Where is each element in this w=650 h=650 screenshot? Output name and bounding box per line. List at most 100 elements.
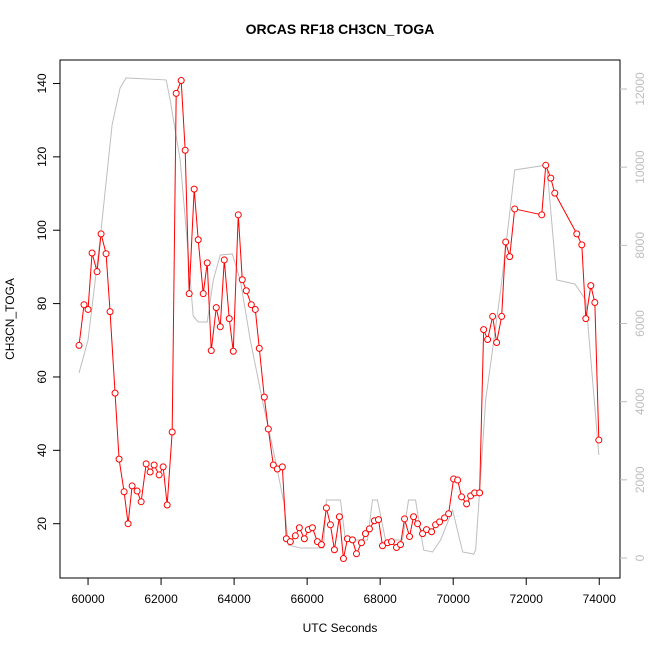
data-point — [578, 241, 586, 249]
data-point — [185, 290, 193, 298]
data-point — [264, 425, 272, 433]
x-tick-label: 70000 — [437, 592, 471, 606]
data-point — [484, 336, 492, 344]
data-point — [295, 524, 303, 532]
data-point — [414, 520, 422, 528]
data-point — [454, 476, 462, 484]
data-point — [133, 487, 141, 495]
data-point — [436, 518, 444, 526]
data-point — [260, 393, 268, 401]
data-point — [238, 276, 246, 284]
data-point — [308, 524, 316, 532]
data-point — [397, 541, 405, 549]
y-tick-label: 20 — [35, 517, 49, 531]
x-tick-label: 66000 — [290, 592, 324, 606]
data-point — [480, 326, 488, 334]
data-point — [493, 338, 501, 346]
data-point — [573, 230, 581, 238]
data-point — [300, 535, 308, 543]
data-point — [93, 268, 101, 276]
data-point — [374, 516, 382, 524]
data-point — [106, 308, 114, 316]
data-point — [278, 463, 286, 471]
data-point — [225, 315, 233, 323]
chart-title: ORCAS RF18 CH3CN_TOGA — [246, 21, 435, 37]
data-point — [489, 312, 497, 320]
y2-tick-label: 2000 — [633, 466, 647, 493]
data-point — [506, 253, 514, 261]
data-point — [88, 249, 96, 257]
data-point — [502, 238, 510, 246]
data-point — [410, 513, 418, 521]
data-point — [379, 542, 387, 550]
data-point — [137, 498, 145, 506]
y2-tick-label: 6000 — [633, 310, 647, 337]
x-tick-label: 74000 — [583, 592, 617, 606]
data-point — [251, 305, 259, 313]
data-point — [190, 185, 198, 193]
data-point — [255, 344, 263, 352]
y2-tick-label: 12000 — [633, 72, 647, 106]
data-point — [194, 236, 202, 244]
data-point — [128, 482, 136, 490]
x-axis-label: UTC Seconds — [303, 621, 378, 635]
data-point — [326, 521, 334, 529]
data-point — [542, 161, 550, 169]
data-point — [207, 347, 215, 355]
data-point — [330, 546, 338, 554]
data-point — [291, 532, 299, 540]
data-point — [216, 323, 224, 331]
data-point — [234, 211, 242, 219]
data-point — [229, 347, 237, 355]
data-point — [511, 205, 519, 213]
data-point — [587, 282, 595, 290]
data-point — [203, 259, 211, 267]
data-point — [335, 513, 343, 521]
y2-tick-label: 10000 — [633, 150, 647, 184]
data-point — [102, 250, 110, 258]
data-point — [551, 189, 559, 197]
data-point — [124, 520, 132, 528]
y-tick-label: 60 — [35, 370, 49, 384]
data-point — [120, 488, 128, 496]
data-point — [177, 77, 185, 85]
data-point — [97, 230, 105, 238]
data-point — [498, 312, 506, 320]
y-tick-label: 40 — [35, 443, 49, 457]
y2-tick-label: 4000 — [633, 388, 647, 415]
x-tick-label: 62000 — [144, 592, 178, 606]
data-point — [163, 501, 171, 509]
data-point — [401, 515, 409, 523]
data-point — [406, 533, 414, 541]
y2-tick-label: 8000 — [633, 232, 647, 259]
data-point — [146, 468, 154, 476]
data-point — [199, 290, 207, 298]
x-tick-label: 60000 — [71, 592, 105, 606]
data-point — [155, 471, 163, 479]
y-tick-label: 80 — [35, 297, 49, 311]
data-point — [168, 428, 176, 436]
data-point — [75, 341, 83, 349]
data-point — [269, 461, 277, 469]
data-point — [242, 287, 250, 295]
y-tick-label: 100 — [35, 220, 49, 240]
y-tick-label: 120 — [35, 147, 49, 167]
data-point — [365, 525, 373, 533]
data-point — [115, 455, 123, 463]
data-point — [181, 146, 189, 154]
data-point — [387, 538, 395, 546]
data-point — [357, 539, 365, 547]
x-tick-label: 68000 — [363, 592, 397, 606]
data-point — [322, 504, 330, 512]
data-point — [476, 489, 484, 497]
data-point — [159, 463, 167, 471]
data-point — [212, 304, 220, 312]
data-point — [172, 89, 180, 97]
y-axis-label: CH3CN_TOGA — [3, 278, 17, 360]
data-point — [111, 389, 119, 397]
data-point — [463, 500, 471, 508]
data-point — [317, 541, 325, 549]
data-point — [428, 528, 436, 536]
